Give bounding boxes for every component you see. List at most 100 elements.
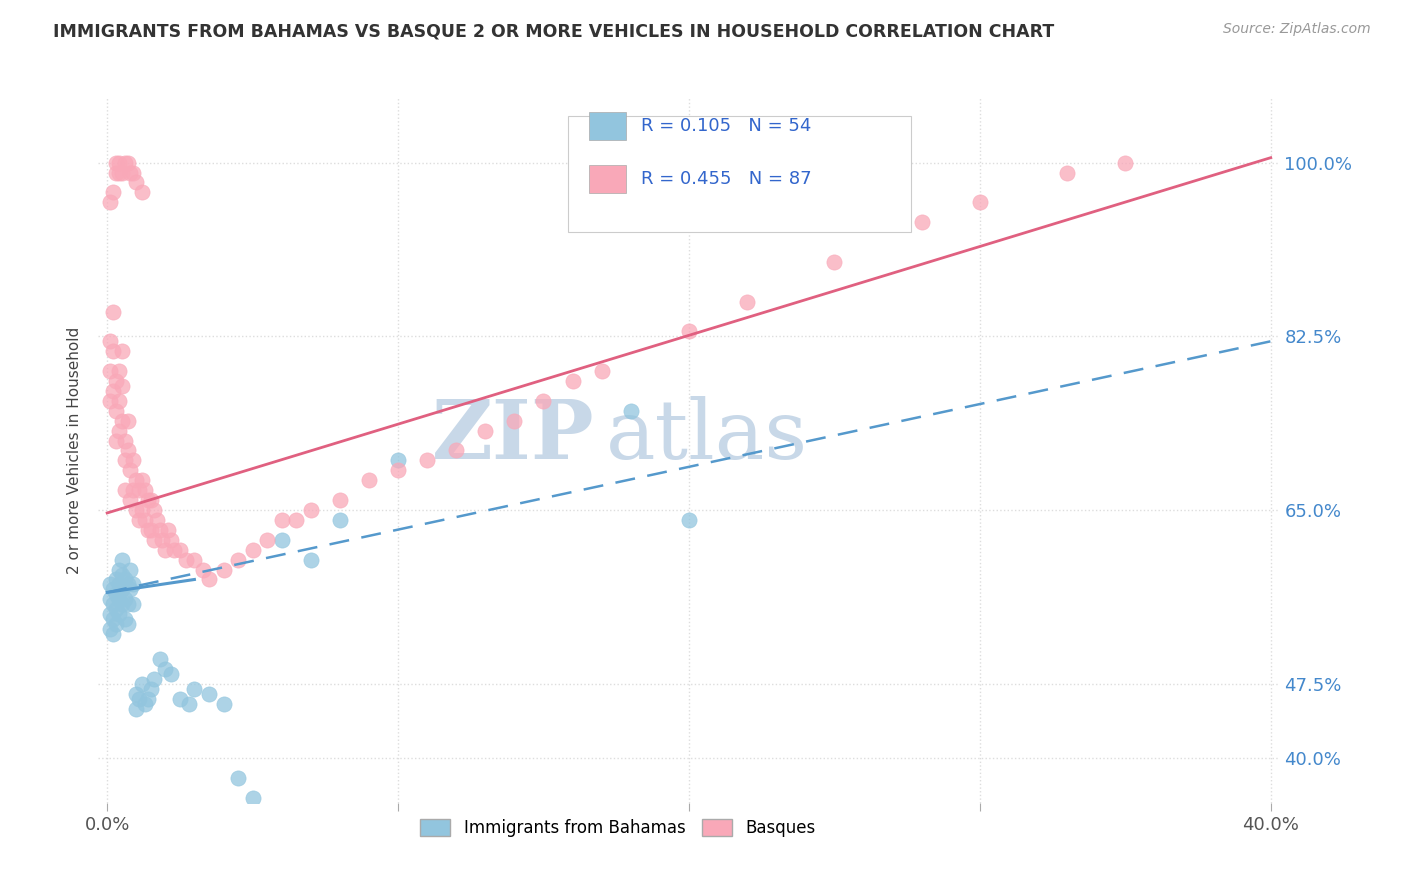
Point [107, 577, 129, 591]
Point [117, 617, 139, 632]
Point [256, 533, 278, 547]
FancyBboxPatch shape [589, 165, 626, 194]
Point [160, 666, 183, 681]
Point [134, 697, 156, 711]
Point [969, 195, 991, 210]
Point [107, 563, 129, 577]
Point [101, 582, 124, 597]
Point [329, 513, 352, 527]
Point [131, 676, 153, 690]
Point [911, 215, 934, 229]
Point [503, 414, 526, 428]
Point [120, 165, 142, 179]
Point [107, 393, 129, 408]
Point [131, 473, 153, 487]
Point [155, 542, 177, 557]
Point [107, 607, 129, 622]
Point [533, 393, 555, 408]
Point [329, 493, 352, 508]
Point [104, 617, 127, 632]
Point [163, 542, 186, 557]
Point [114, 573, 136, 587]
Point [120, 582, 142, 597]
Point [114, 592, 136, 607]
Point [111, 379, 134, 393]
Point [120, 463, 142, 477]
Point [285, 513, 308, 527]
Point [212, 563, 235, 577]
Point [101, 627, 124, 641]
Point [125, 503, 148, 517]
Point [198, 687, 221, 701]
Point [136, 691, 159, 706]
Point [101, 597, 124, 611]
Y-axis label: 2 or more Vehicles in Household: 2 or more Vehicles in Household [67, 326, 83, 574]
Point [98, 622, 121, 636]
Point [98, 334, 121, 349]
FancyBboxPatch shape [589, 112, 626, 140]
Point [114, 155, 136, 169]
Text: R = 0.455   N = 87: R = 0.455 N = 87 [641, 170, 811, 188]
Point [114, 434, 136, 448]
Point [444, 443, 467, 458]
Point [387, 463, 409, 477]
Point [160, 533, 183, 547]
Point [270, 513, 292, 527]
Point [134, 513, 156, 527]
Point [299, 503, 322, 517]
Point [125, 473, 148, 487]
Point [122, 597, 145, 611]
Point [136, 523, 159, 537]
Point [111, 552, 134, 566]
Point [591, 364, 613, 378]
Point [104, 434, 127, 448]
Point [122, 483, 145, 498]
Point [111, 567, 134, 582]
Legend: Immigrants from Bahamas, Basques: Immigrants from Bahamas, Basques [413, 813, 823, 844]
Point [107, 592, 129, 607]
Point [823, 255, 845, 269]
Point [416, 453, 439, 467]
Point [120, 563, 142, 577]
Text: ZIP: ZIP [432, 396, 595, 476]
Point [101, 186, 124, 200]
Point [122, 165, 145, 179]
Point [142, 672, 165, 686]
Point [242, 790, 264, 805]
Point [107, 364, 129, 378]
Point [125, 701, 148, 715]
Point [117, 155, 139, 169]
Point [136, 493, 159, 508]
Point [174, 552, 197, 566]
Point [226, 771, 249, 785]
Point [139, 493, 162, 508]
Point [104, 165, 127, 179]
Point [98, 592, 121, 607]
Point [131, 503, 153, 517]
Point [104, 573, 127, 587]
Point [120, 493, 142, 508]
Point [131, 186, 153, 200]
FancyBboxPatch shape [568, 116, 911, 232]
Point [104, 155, 127, 169]
Point [387, 453, 409, 467]
Point [98, 393, 121, 408]
Point [101, 304, 124, 318]
Point [139, 523, 162, 537]
Point [117, 577, 139, 591]
Point [111, 344, 134, 359]
Point [125, 687, 148, 701]
Point [122, 577, 145, 591]
Point [620, 403, 643, 417]
Point [169, 542, 191, 557]
Point [139, 681, 162, 696]
Point [678, 513, 700, 527]
Point [191, 563, 214, 577]
Point [155, 662, 177, 676]
Point [148, 652, 170, 666]
Point [101, 384, 124, 398]
Point [128, 483, 150, 498]
Point [104, 374, 127, 388]
Point [104, 403, 127, 417]
Point [152, 533, 174, 547]
